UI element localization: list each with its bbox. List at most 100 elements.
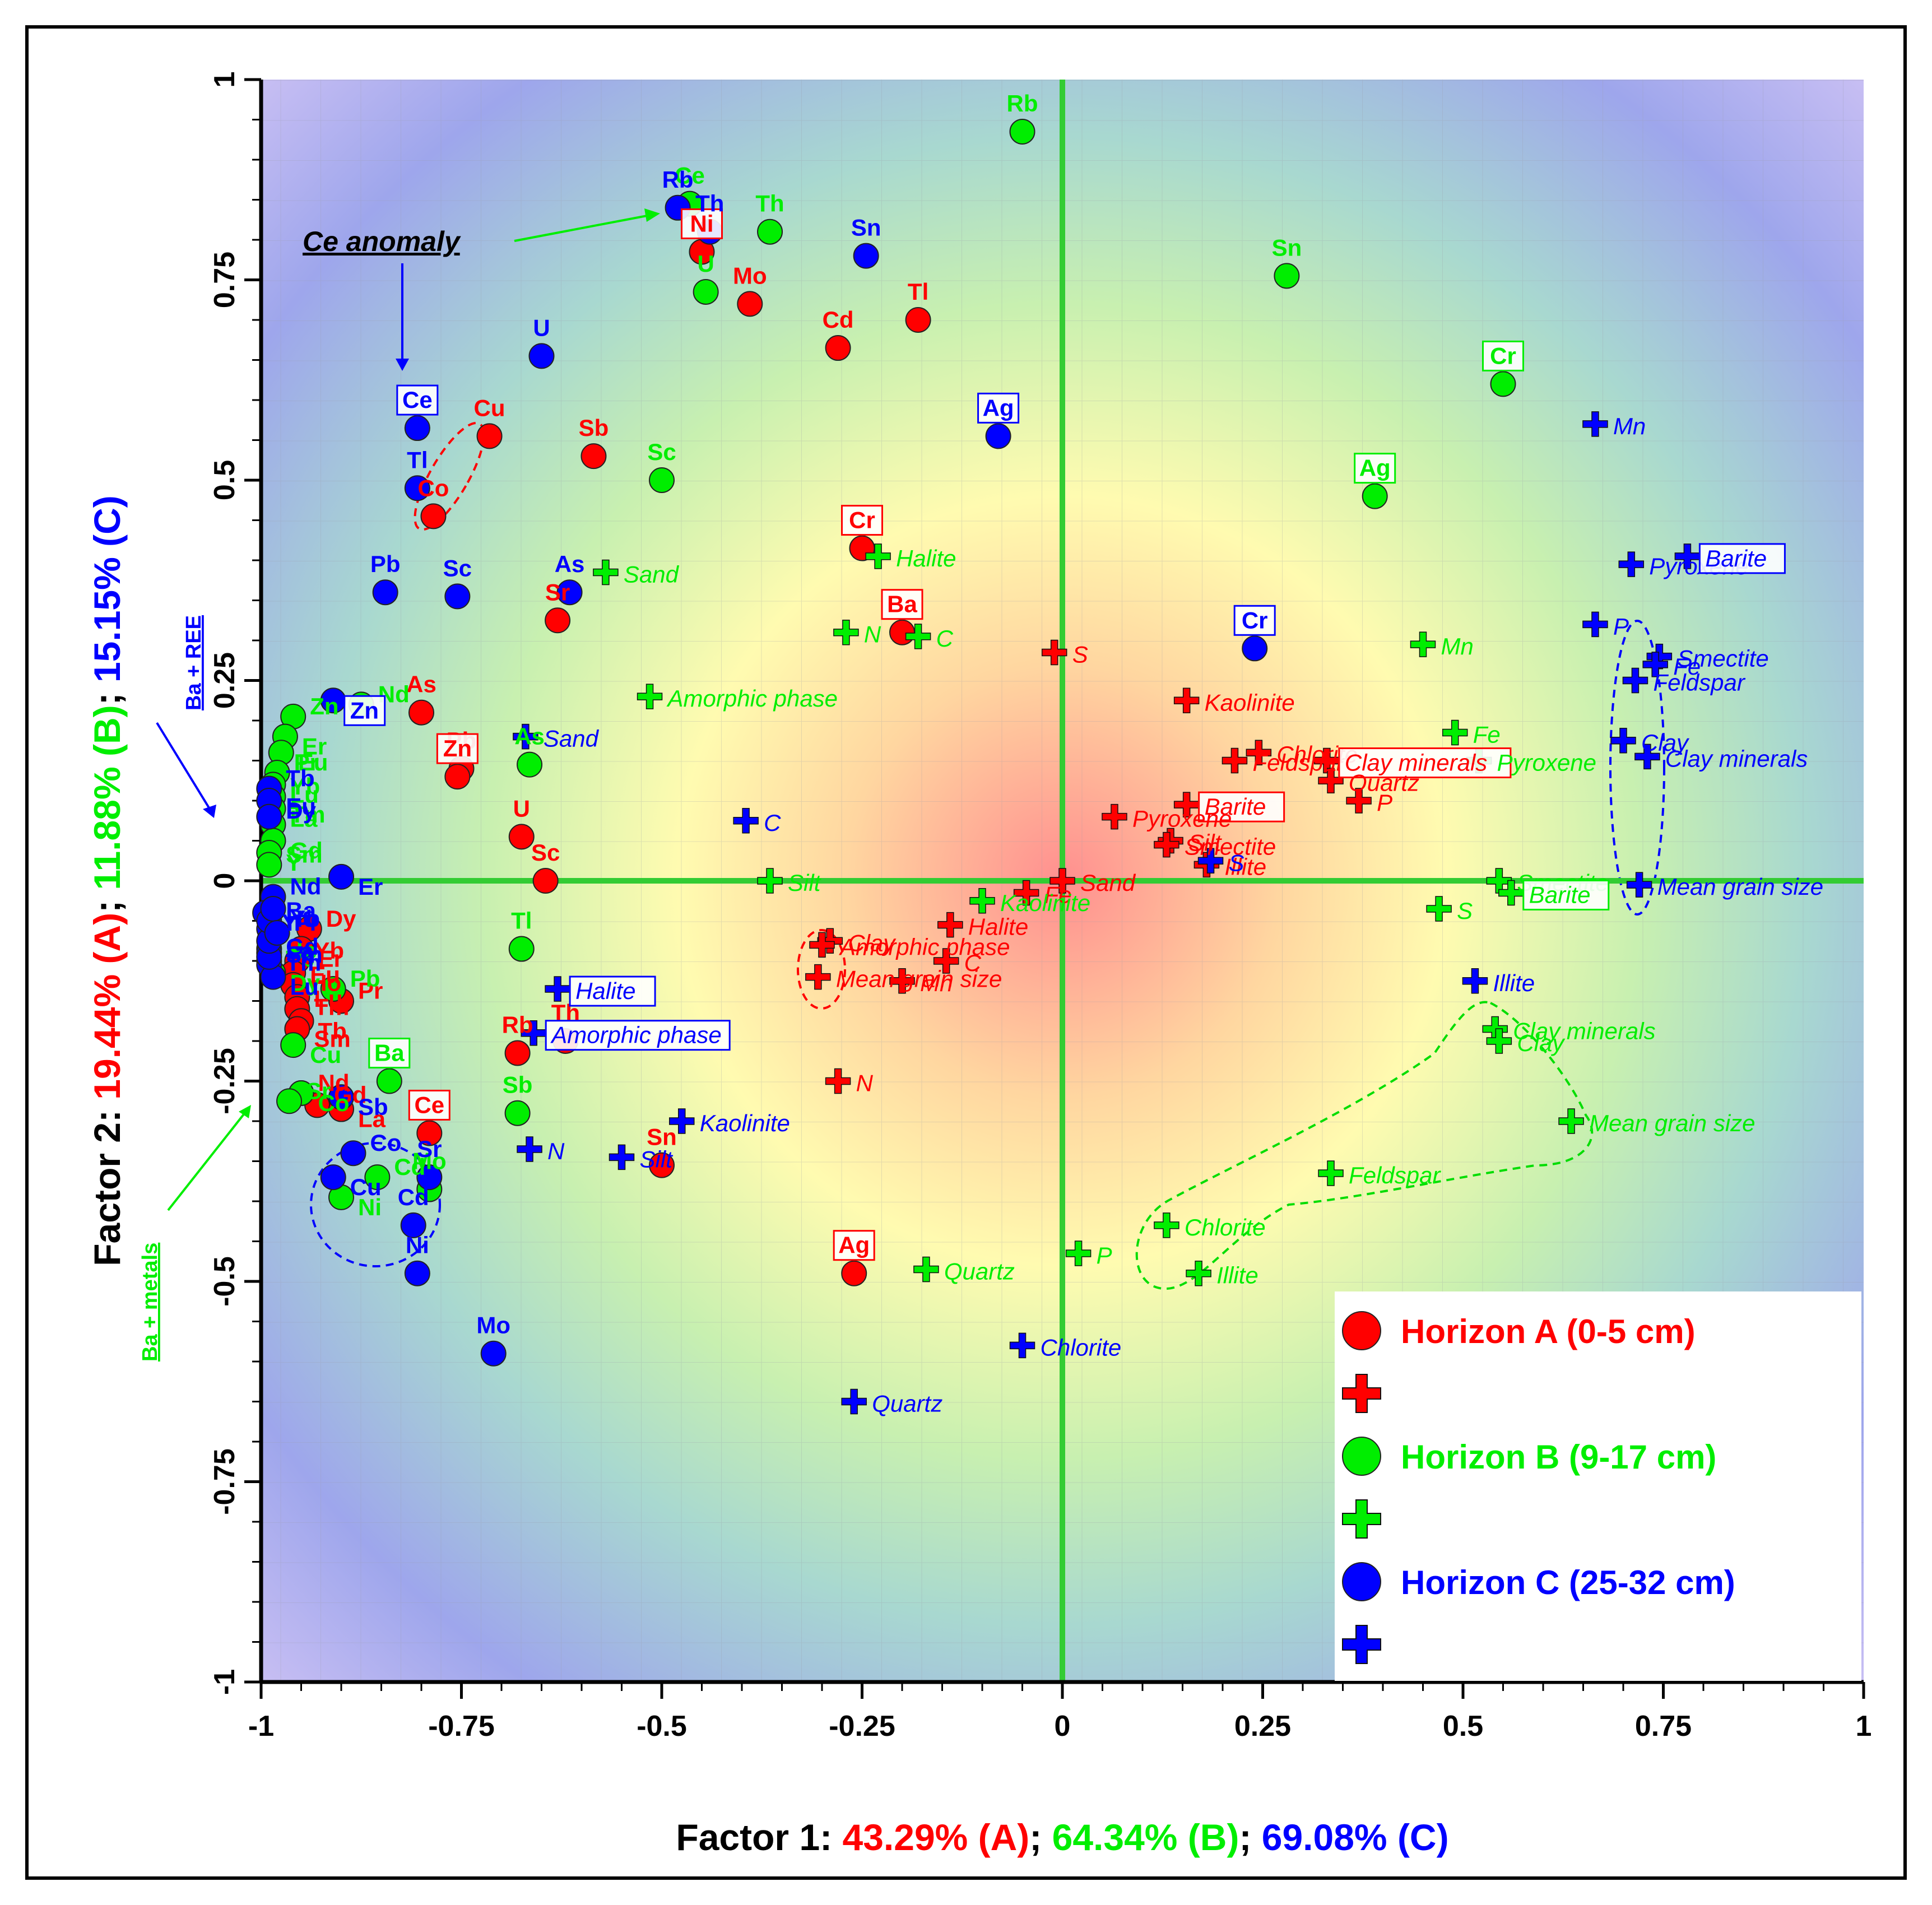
point-a-circle-mo-label: Mo	[733, 262, 767, 289]
point-c-circle-er	[328, 863, 354, 890]
legend-b-cross-symbol	[1342, 1499, 1381, 1539]
ba-ree-annotation: Ba + REE	[182, 615, 206, 710]
point-c-circle-ba-label: Ba	[286, 898, 316, 924]
point-c-cross-barite-label-box	[1698, 543, 1786, 574]
point-b-cross-p	[1065, 1240, 1092, 1266]
x-tick-label: 0.5	[1443, 1710, 1483, 1743]
point-b-cross-amorphic-phase	[637, 684, 663, 709]
x-tick-label: 0	[1055, 1710, 1071, 1743]
point-a-cross-smectite-label: Smectite	[1185, 834, 1276, 860]
point-a-circle-ce-label-box	[408, 1089, 451, 1121]
point-a-cross-kaolinite-label: Kaolinite	[1205, 689, 1295, 715]
point-a-circle-nd-label: Nd	[318, 1070, 350, 1096]
point-b-circle-la-label: La	[290, 805, 318, 831]
point-c-circle-sm-label: Sm	[286, 941, 322, 968]
point-c-cross-c-label: C	[764, 810, 781, 836]
point-b-circle-sn	[1274, 263, 1300, 289]
point-c-circle-cu	[320, 1164, 346, 1191]
point-a-circle-cr-label: Cr	[849, 507, 875, 533]
point-a-circle-tb-label: Tb	[318, 1017, 347, 1044]
point-a-circle-tl-label: Tl	[908, 278, 928, 305]
point-a-cross-sand-label: Sand	[1080, 870, 1136, 896]
point-b-cross-barite-label-box	[1522, 879, 1610, 910]
point-a-circle-sb	[580, 443, 607, 470]
point-a-cross-sand	[1049, 868, 1075, 894]
ce-anomaly-annotation: Ce anomaly	[303, 226, 461, 257]
x-tick-label: -0.5	[637, 1710, 687, 1743]
group-outlines	[310, 421, 1665, 1290]
point-c-circle-nd-label: Nd	[290, 873, 321, 900]
point-a-circle-cr-label-box	[841, 505, 883, 536]
point-b-circle-er-label: Er	[302, 733, 327, 760]
point-a-circle-sn	[649, 1152, 675, 1178]
y-tick-label: -0.25	[208, 1048, 241, 1114]
point-b-circle-cd-label: Cd	[394, 1154, 425, 1180]
point-a-circle-cu-label: Cu	[474, 394, 505, 421]
point-b-circle-lu-label: Lu	[290, 781, 318, 807]
point-a-cross-pyroxene	[1102, 803, 1127, 830]
legend-a-circle-symbol	[1342, 1311, 1381, 1350]
point-a-circle-yb-label: Yb	[314, 937, 344, 964]
point-a-circle-eu-label: Eu	[310, 961, 340, 988]
point-c-cross-halite-label-box	[569, 975, 656, 1007]
point-c-cross-p-label: P	[1613, 613, 1629, 639]
point-a-cross-kaolinite	[1173, 687, 1200, 713]
point-c-cross-p	[1582, 611, 1608, 638]
annotations: Ce anomaly Ba + REE Ba + metals	[138, 208, 660, 1362]
point-c-circle-cd	[400, 1212, 426, 1238]
point-b-cross-c-label: C	[936, 625, 954, 652]
point-b-circle-as-label: As	[514, 723, 545, 750]
point-b-circle-th-label: Th	[755, 190, 784, 217]
point-b-circle-sb-label: Sb	[503, 1072, 533, 1098]
point-c-cross-feldspar-label: Feldspar	[1653, 670, 1745, 696]
point-c-cross-s	[1197, 848, 1224, 873]
point-a-cross-halite	[937, 912, 963, 938]
point-b-circle-cd	[364, 1164, 391, 1191]
point-b-cross-pyroxene-label: Pyroxene	[1497, 750, 1596, 776]
point-a-circle-ni-label-box	[681, 208, 723, 239]
point-b-cross-silt-label: Silt	[788, 870, 822, 896]
point-c-circle-u	[528, 343, 555, 369]
point-a-circle-ba	[889, 619, 915, 645]
point-c-circle-cr-label: Cr	[1242, 607, 1268, 633]
point-c-cross-sand	[513, 723, 538, 750]
x-tick-label: -0.75	[428, 1710, 495, 1743]
point-c-cross-mean-grain-size	[1626, 872, 1652, 898]
point-c-cross-illite	[1462, 968, 1488, 994]
point-b-cross-halite	[865, 543, 891, 569]
ba-metals-annotation: Ba + metals	[138, 1243, 162, 1362]
point-b-circle-u	[693, 278, 719, 305]
point-a-cross-fe-label: Fe	[1044, 881, 1072, 908]
point-c-cross-illite-label: Illite	[1493, 970, 1535, 996]
point-b-circle-ba-label: Ba	[374, 1040, 405, 1066]
point-b-circle-ce-label: Ce	[675, 162, 705, 189]
x-tick-label: -1	[248, 1710, 274, 1743]
point-a-circle-sr-label: Sr	[545, 579, 570, 605]
point-c-circle-pb	[372, 579, 398, 606]
legend-box	[1335, 1291, 1861, 1681]
point-a-cross-mean-grain-size-label: Mean grain size	[836, 966, 1002, 992]
point-b-circle-co-label: Co	[318, 1090, 350, 1116]
point-b-circle-pr-label: Pr	[294, 749, 319, 775]
point-a-circle-as-label: As	[406, 671, 436, 698]
point-a-circle-mo	[737, 291, 763, 317]
point-b-circle-sr-label: Sr	[306, 1077, 331, 1104]
point-c-circle-cr	[1242, 635, 1268, 662]
point-c-circle-la-label: La	[286, 937, 314, 964]
point-c-circle-sn-label: Sn	[851, 215, 881, 241]
point-a-cross-clay-minerals-label-box	[1338, 747, 1512, 778]
point-c-cross-quartz-label: Quartz	[872, 1391, 942, 1417]
point-c-cross-n	[517, 1136, 542, 1162]
point-c-circle-zn-label-box	[343, 695, 386, 726]
point-a-cross-halite-label: Halite	[968, 914, 1028, 940]
point-c-circle-y-label: Y	[282, 909, 298, 936]
point-a-circle-sb-label: Sb	[579, 415, 609, 441]
point-b-circle-rb	[1009, 118, 1035, 145]
point-a-circle-ho-label: Ho	[310, 969, 341, 996]
point-c-circle-pr	[264, 919, 290, 946]
point-b-circle-tl-label: Tl	[511, 908, 532, 934]
ba-ree-arrowhead	[203, 805, 216, 818]
point-b-circle-sc	[649, 467, 675, 493]
y-tick-label: 0.75	[208, 252, 241, 308]
point-b-circle-zn-label: Zn	[310, 693, 338, 719]
